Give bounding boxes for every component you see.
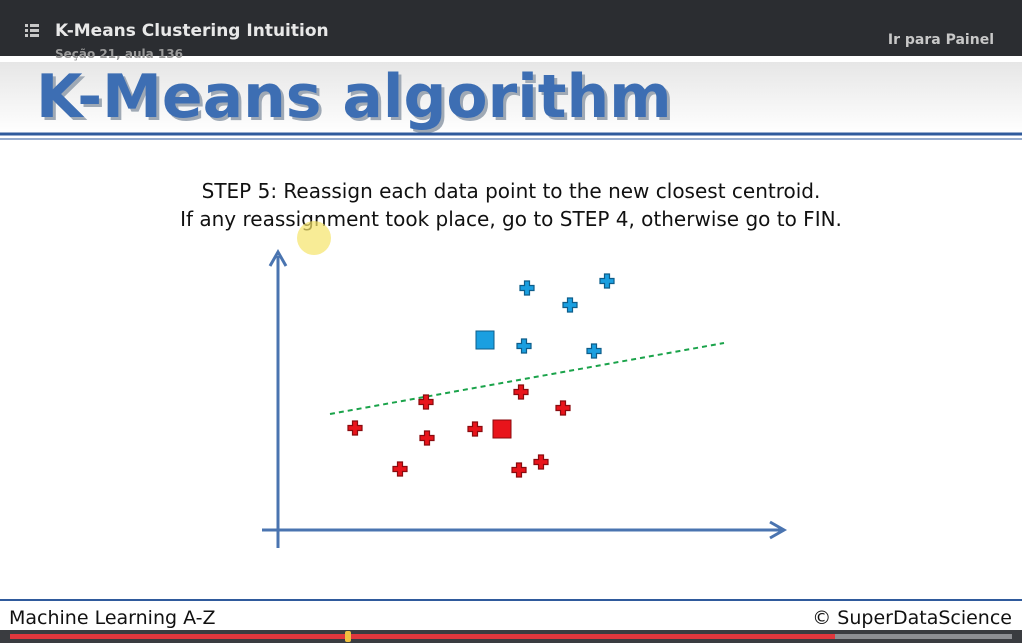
top-bar	[0, 0, 1022, 56]
blue-centroid	[475, 330, 495, 350]
cursor-highlight	[297, 221, 331, 255]
progress-played[interactable]	[10, 634, 835, 639]
footer-right: © SuperDataScience	[812, 607, 1012, 629]
slide-title-shadow: K-Means algorithm	[39, 65, 675, 135]
dashboard-link[interactable]: Ir para Painel	[888, 32, 994, 48]
separator-line	[329, 342, 725, 415]
lesson-info: Seção 21, aula 136	[55, 47, 183, 61]
red-centroid	[492, 419, 512, 439]
blue-cluster	[475, 273, 615, 359]
step-text: STEP 5: Reassign each data point to the …	[202, 179, 821, 203]
axes	[262, 248, 788, 548]
progress-handle[interactable]	[345, 631, 351, 642]
menu-icon[interactable]	[25, 24, 39, 37]
title-band	[0, 62, 1022, 134]
course-title: K-Means Clustering Intuition	[55, 21, 329, 41]
red-cluster	[347, 384, 571, 478]
slide-title: K-Means algorithm	[36, 62, 672, 132]
step-text: If any reassignment took place, go to ST…	[180, 207, 842, 231]
footer-left: Machine Learning A-Z	[9, 607, 216, 629]
